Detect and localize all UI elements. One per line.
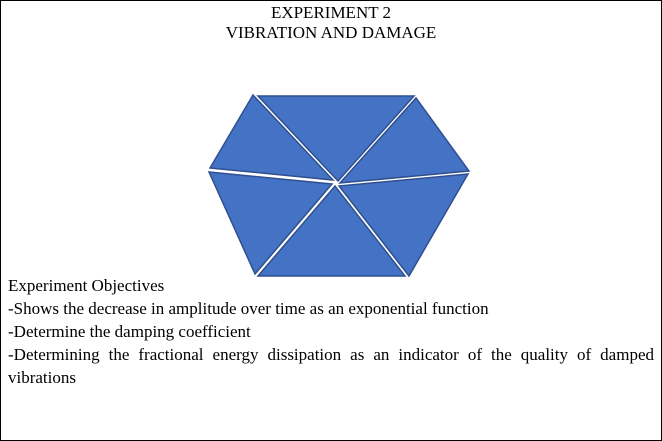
- triangle: [338, 96, 471, 184]
- triangle: [256, 184, 407, 277]
- triangle: [337, 173, 470, 278]
- triangle: [208, 93, 335, 181]
- objectives-heading: Experiment Objectives: [8, 276, 165, 295]
- objective-item: -Determining the fractional energy dissi…: [8, 345, 654, 387]
- objective-item: -Shows the decrease in amplitude over ti…: [8, 299, 489, 318]
- hexagon-logo: [207, 93, 471, 278]
- title: EXPERIMENT 2: [270, 3, 392, 22]
- triangle: [207, 171, 334, 276]
- objectives: Experiment Objectives -Shows the decreas…: [8, 274, 654, 389]
- triangle: [256, 95, 416, 183]
- subtitle: VIBRATION AND DAMAGE: [225, 23, 437, 42]
- objective-item: -Determine the damping coefficient: [8, 322, 251, 341]
